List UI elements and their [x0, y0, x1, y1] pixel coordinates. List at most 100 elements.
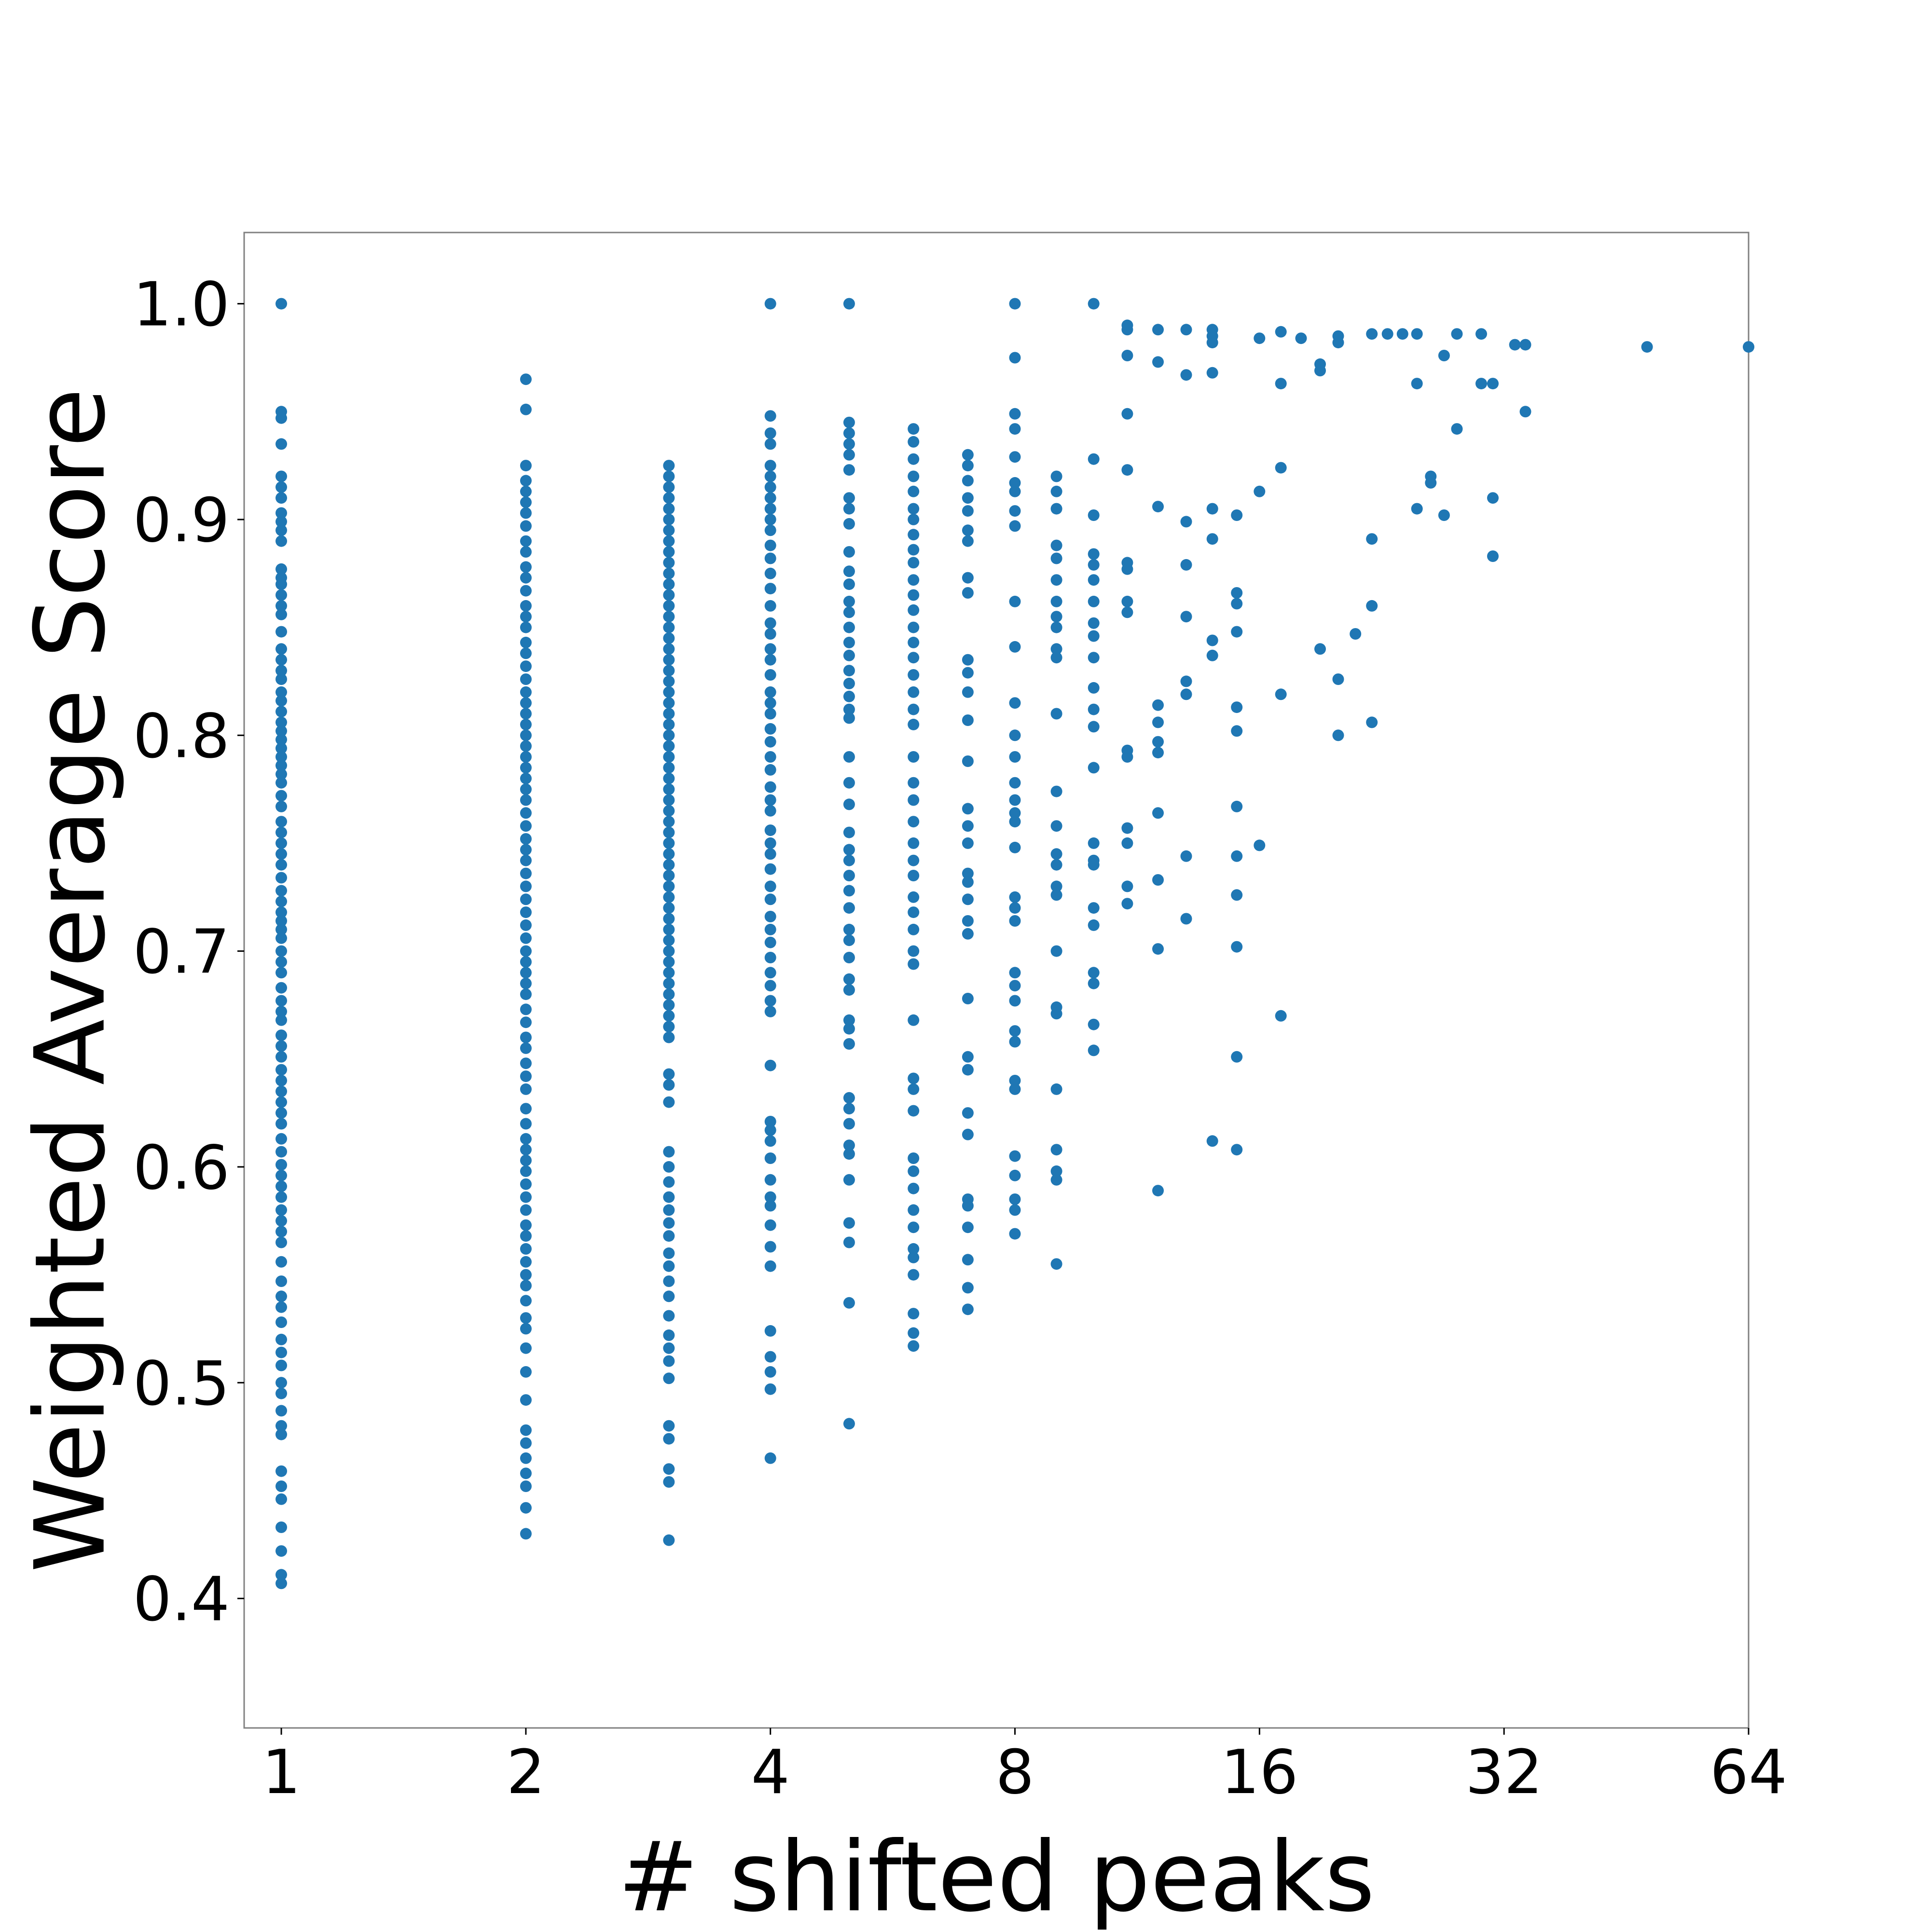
- data-point: [1509, 339, 1521, 351]
- data-point: [843, 1014, 855, 1026]
- y-tick-label: 1.0: [133, 269, 230, 340]
- data-point: [1475, 328, 1487, 340]
- data-point: [843, 973, 855, 985]
- data-point: [663, 632, 675, 644]
- data-point: [962, 492, 974, 504]
- data-point: [1050, 539, 1062, 551]
- data-point: [1088, 967, 1100, 979]
- data-point: [276, 1029, 287, 1041]
- data-point: [520, 1342, 532, 1354]
- data-point: [843, 1023, 855, 1035]
- data-point: [764, 654, 776, 666]
- data-point: [1438, 350, 1450, 361]
- data-point: [1206, 1135, 1218, 1147]
- data-point: [276, 751, 287, 763]
- data-point: [276, 643, 287, 655]
- data-point: [1009, 485, 1021, 497]
- data-point: [908, 794, 920, 806]
- data-point: [764, 848, 776, 860]
- data-point: [663, 665, 675, 677]
- data-point: [520, 561, 532, 573]
- data-point: [1088, 762, 1100, 774]
- data-point: [908, 529, 920, 541]
- data-point: [276, 516, 287, 528]
- data-point: [663, 772, 675, 784]
- data-point: [764, 880, 776, 892]
- data-point: [520, 1070, 532, 1082]
- data-point: [843, 1236, 855, 1248]
- data-point: [908, 906, 920, 918]
- data-point: [764, 1260, 776, 1272]
- data-point: [1411, 378, 1423, 390]
- data-point: [764, 1116, 776, 1127]
- data-point: [962, 876, 974, 888]
- data-point: [1180, 559, 1192, 571]
- data-point: [1275, 326, 1287, 338]
- data-point: [276, 915, 287, 927]
- data-point: [1009, 641, 1021, 653]
- data-point: [843, 923, 855, 935]
- data-point: [276, 1096, 287, 1108]
- data-point: [276, 826, 287, 838]
- data-point: [1088, 548, 1100, 560]
- data-point: [1050, 1008, 1062, 1020]
- data-point: [843, 1103, 855, 1115]
- data-point: [663, 1463, 675, 1475]
- data-point: [843, 546, 855, 558]
- data-point: [520, 945, 532, 957]
- data-point: [663, 481, 675, 493]
- data-point: [520, 1042, 532, 1054]
- data-point: [1180, 369, 1192, 381]
- data-point: [1231, 509, 1243, 521]
- data-point: [1088, 902, 1100, 914]
- data-point: [1231, 941, 1243, 953]
- data-point: [908, 589, 920, 601]
- data-point: [1180, 516, 1192, 528]
- data-point: [663, 1310, 675, 1322]
- data-point: [1180, 324, 1192, 336]
- data-point: [663, 870, 675, 881]
- data-point: [1451, 328, 1463, 340]
- data-point: [843, 438, 855, 450]
- data-point: [276, 608, 287, 620]
- data-point: [1088, 652, 1100, 664]
- data-point: [520, 1230, 532, 1242]
- data-point: [843, 1217, 855, 1229]
- data-point: [276, 665, 287, 677]
- y-tick-label: 0.6: [133, 1132, 230, 1203]
- data-point: [1050, 485, 1062, 497]
- data-point: [1487, 378, 1499, 390]
- data-point: [1009, 1193, 1021, 1205]
- data-point: [276, 1346, 287, 1358]
- data-point: [908, 574, 920, 586]
- data-point: [276, 673, 287, 685]
- data-point: [276, 1085, 287, 1097]
- data-point: [1121, 350, 1133, 361]
- data-point: [520, 880, 532, 892]
- data-point: [962, 1282, 974, 1294]
- data-point: [1314, 643, 1326, 655]
- data-point: [663, 1260, 675, 1272]
- data-point: [1475, 378, 1487, 390]
- data-point: [663, 945, 675, 957]
- data-point: [663, 611, 675, 623]
- data-point: [520, 1133, 532, 1145]
- y-tick-label: 0.7: [133, 917, 230, 987]
- data-point: [663, 686, 675, 698]
- data-point: [520, 496, 532, 508]
- data-point: [1295, 332, 1307, 344]
- data-point: [276, 600, 287, 612]
- data-point: [962, 893, 974, 905]
- data-point: [1050, 848, 1062, 860]
- data-point: [276, 481, 287, 493]
- data-point: [843, 595, 855, 607]
- data-point: [1121, 898, 1133, 910]
- data-point: [764, 1174, 776, 1186]
- data-point: [276, 1465, 287, 1477]
- data-point: [1088, 977, 1100, 989]
- data-point: [520, 697, 532, 709]
- data-point: [663, 1031, 675, 1043]
- data-point: [764, 524, 776, 536]
- data-point: [1009, 595, 1021, 607]
- data-point: [663, 578, 675, 590]
